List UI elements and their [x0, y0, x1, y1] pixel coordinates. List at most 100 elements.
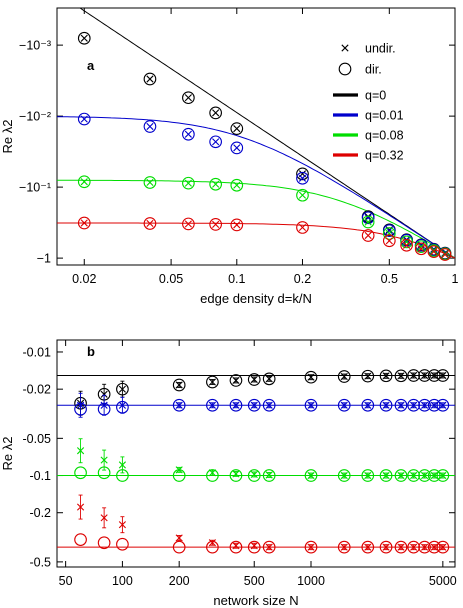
- point-dir-q=0: [247, 373, 261, 386]
- point-undir-q=0.32: [233, 221, 241, 229]
- point-dir-q=0.32: [230, 218, 244, 232]
- point-dir-q=0: [379, 369, 393, 383]
- point-dir-q=0.01: [337, 398, 351, 412]
- point-dir-q=0: [116, 382, 129, 396]
- point-dir-q=0.08: [206, 469, 219, 482]
- x-tick-label: 5000: [429, 574, 457, 588]
- point-dir-q=0.08: [262, 469, 276, 482]
- point-dir-q=0: [172, 378, 186, 392]
- point-undir-q=0.01: [80, 115, 88, 123]
- panel-letter: a: [87, 58, 95, 73]
- plot-area: [57, 369, 455, 554]
- series-line-q=0.08: [57, 179, 455, 259]
- series-line-q=0: [79, 8, 455, 259]
- point-undir-q=0.08: [397, 471, 405, 480]
- point-undir-q=0: [397, 372, 405, 380]
- point-dir-q=0.32: [407, 540, 420, 554]
- legend-label: q=0.01: [365, 109, 404, 123]
- point-undir-q=0.32: [265, 543, 273, 551]
- point-undir-q=0.32: [175, 534, 183, 542]
- y-axis-label: Re λ2: [0, 120, 15, 154]
- point-undir-q=0.08: [364, 218, 372, 226]
- point-undir-q=0.08: [410, 471, 418, 480]
- x-tick-label: 1: [452, 272, 459, 286]
- panel-letter: b: [87, 344, 95, 359]
- point-dir-q=0.08: [296, 188, 309, 202]
- point-undir-q=0: [184, 94, 192, 102]
- point-dir-q=0.08: [74, 466, 87, 480]
- x-axis-label: network size N: [213, 593, 298, 608]
- point-dir-q=0.01: [77, 112, 91, 126]
- point-dir-q=0.32: [414, 242, 428, 256]
- legend-label: undir.: [365, 42, 396, 56]
- x-tick-label: 0.2: [294, 272, 311, 286]
- point-undir-q=0.08: [420, 471, 429, 480]
- point-dir-q=0: [436, 369, 450, 382]
- point-dir-q=0.08: [182, 176, 195, 190]
- panel-b: 50 100 200 500 1000 5000 -0.01 -0.02 -0.05 -0.1 -0…: [0, 339, 457, 608]
- point-dir-q=0.32: [262, 540, 276, 554]
- point-undir-q=0.32: [212, 220, 220, 228]
- point-undir-q=0.32: [250, 542, 258, 550]
- point-undir-q=0.01: [232, 401, 240, 409]
- point-undir-q=0.08: [146, 178, 154, 187]
- point-undir-q=0.01: [175, 401, 183, 409]
- point-dir-q=0.08: [361, 469, 375, 482]
- y-tick-label: −1: [37, 252, 51, 266]
- point-undir-q=0.32: [340, 543, 348, 551]
- point-undir-q=0.01: [307, 401, 315, 409]
- x-tick-label: 100: [112, 574, 133, 588]
- point-undir-q=0: [208, 378, 216, 386]
- series-line-q=0.01: [57, 116, 455, 259]
- point-dir-q=0.01: [182, 127, 195, 141]
- y-tick-label: -0.02: [23, 383, 52, 397]
- point-undir-q=0.32: [385, 237, 393, 245]
- point-dir-q=0.01: [361, 211, 375, 225]
- point-dir-q=0.08: [77, 175, 91, 189]
- x-tick-label: 0.5: [381, 272, 398, 286]
- point-undir-q=0.01: [430, 401, 438, 409]
- point-undir-q=0.08: [340, 471, 348, 480]
- point-dir-q=0.01: [379, 398, 393, 412]
- point-dir-q=0.32: [209, 218, 222, 231]
- point-dir-q=0.08: [230, 178, 244, 192]
- point-undir-q=0.32: [410, 543, 418, 551]
- point-dir-q=0.32: [427, 540, 441, 554]
- y-tick-label: -0.01: [23, 345, 52, 359]
- point-undir-q=0.08: [298, 191, 307, 199]
- point-undir-q=0.08: [265, 471, 273, 479]
- point-undir-q=0.08: [364, 471, 372, 480]
- point-undir-q=0.01: [76, 401, 85, 409]
- y-tick-label: −10⁻¹: [19, 181, 51, 195]
- point-dir-q=0.08: [304, 469, 318, 482]
- point-dir-q=0.08: [400, 235, 413, 249]
- point-undir-q=0.32: [118, 521, 126, 529]
- y-tick-label: -0.5: [29, 555, 51, 569]
- point-dir-q=0.32: [229, 540, 243, 554]
- point-dir-q=0.32: [361, 540, 375, 554]
- point-undir-q=0: [410, 371, 418, 380]
- point-undir-q=0.32: [441, 250, 449, 259]
- point-undir-q=0.32: [364, 231, 372, 240]
- point-dir-q=0.01: [143, 120, 157, 133]
- point-undir-q=0.32: [420, 543, 429, 551]
- point-undir-q=0.01: [118, 401, 126, 409]
- point-undir-q=0.08: [233, 181, 241, 189]
- point-dir-q=0.01: [74, 402, 87, 416]
- point-undir-q=0: [232, 376, 240, 385]
- point-undir-q=0: [80, 34, 88, 42]
- point-undir-q=0.01: [397, 401, 405, 409]
- point-undir-q=0.32: [382, 543, 390, 551]
- point-dir-q=0: [77, 31, 91, 45]
- point-undir-q=0.08: [80, 178, 88, 186]
- point-undir-q=0: [233, 125, 241, 133]
- point-undir-q=0: [430, 371, 438, 380]
- legend: undir. dir. q=0 q=0.01 q=0.08 q=0.32: [333, 42, 404, 163]
- point-dir-q=0.32: [438, 248, 452, 261]
- y-axis-label: Re λ2: [0, 437, 15, 471]
- point-undir-q=0.08: [439, 471, 447, 480]
- point-undir-q=0.32: [76, 503, 85, 511]
- x-tick-label: 50: [59, 574, 73, 588]
- point-dir-q=0.32: [304, 540, 318, 554]
